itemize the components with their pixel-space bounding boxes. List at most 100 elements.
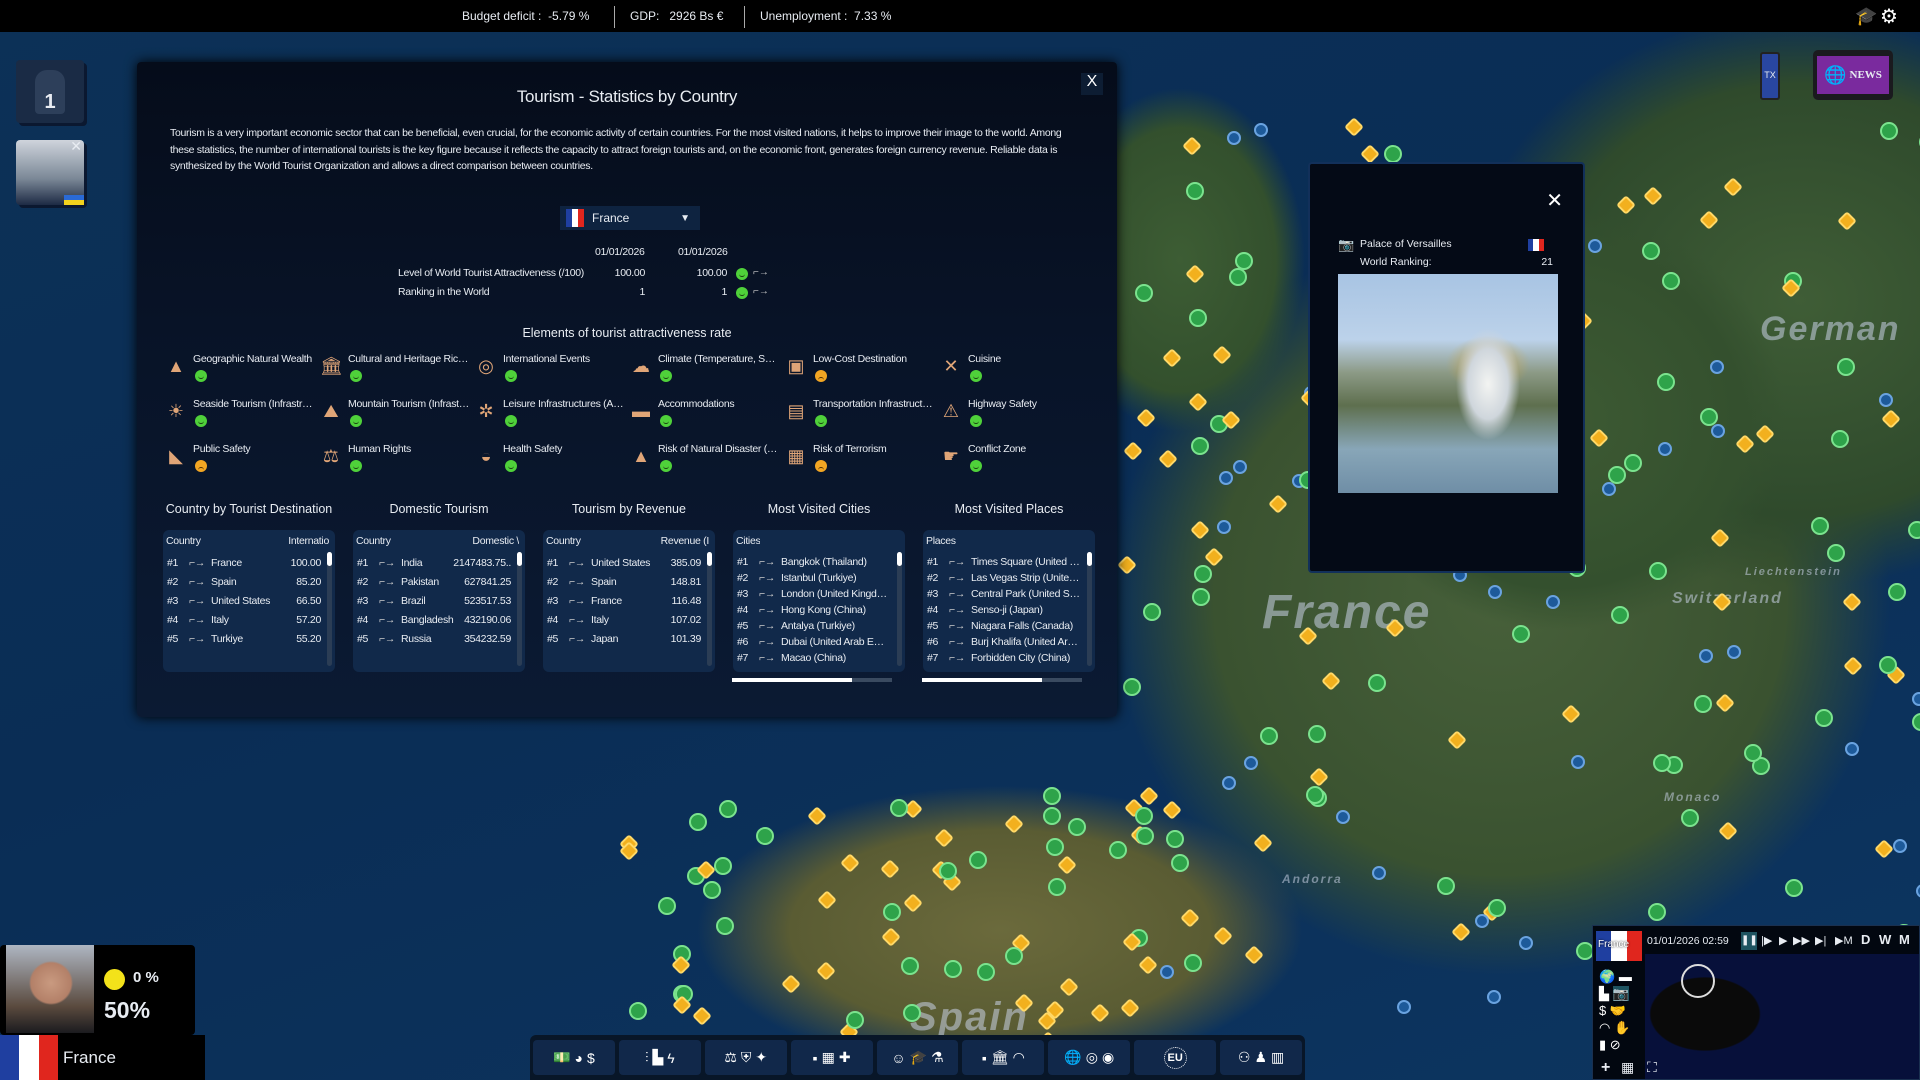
map-marker-icon[interactable] — [1321, 670, 1342, 691]
map-marker-icon[interactable] — [839, 852, 860, 873]
map-marker-icon[interactable] — [1384, 144, 1403, 163]
map-marker-icon[interactable] — [1710, 527, 1731, 548]
research-icon[interactable]: ⚗ — [931, 1049, 944, 1065]
gear-icon[interactable]: ⚙ — [1880, 6, 1898, 28]
hand-icon[interactable]: ✋ — [1613, 1020, 1631, 1035]
map-marker-icon[interactable] — [1117, 555, 1138, 576]
map-marker-icon[interactable] — [1219, 471, 1234, 486]
column-header[interactable]: Domestic \ — [472, 535, 519, 547]
map-marker-icon[interactable] — [1138, 786, 1159, 807]
map-marker-icon[interactable] — [1260, 726, 1279, 745]
map-marker-icon[interactable] — [1235, 252, 1254, 271]
map-marker-icon[interactable] — [1042, 786, 1061, 805]
map-marker-icon[interactable] — [1642, 242, 1661, 261]
map-marker-icon[interactable] — [1699, 649, 1714, 664]
map-marker-icon[interactable] — [934, 828, 955, 849]
map-marker-icon[interactable] — [1306, 785, 1325, 804]
housing-icon[interactable]: ▦ — [821, 1049, 835, 1065]
map-marker-icon[interactable] — [1134, 807, 1153, 826]
map-marker-icon[interactable] — [1843, 656, 1864, 677]
table-row[interactable]: #1 ⌐→ Bangkok (Thailand) — [737, 554, 891, 570]
institutions-icon[interactable]: 🏛 — [990, 1049, 1009, 1065]
map-marker-icon[interactable] — [1652, 754, 1671, 773]
table-row[interactable]: #5 ⌐→ Japan 101.39 — [547, 630, 701, 649]
police-icon[interactable]: ⛨ — [740, 1049, 752, 1065]
map-marker-icon[interactable] — [1136, 408, 1157, 429]
map-marker-icon[interactable] — [1661, 271, 1680, 290]
map-marker-icon[interactable] — [1090, 1003, 1111, 1024]
map-marker-icon[interactable] — [1616, 194, 1637, 215]
map-marker-icon[interactable] — [1268, 494, 1289, 515]
table-row[interactable]: #5 ⌐→ Russia 354232.59 — [357, 630, 511, 649]
media-icon[interactable]: ◠ — [1012, 1049, 1025, 1065]
vertical-scrollbar[interactable] — [327, 552, 332, 666]
map-marker-icon[interactable] — [1648, 562, 1667, 581]
map-marker-icon[interactable] — [1371, 865, 1386, 880]
map-marker-icon[interactable] — [1244, 945, 1265, 966]
map-marker-icon[interactable] — [1194, 565, 1213, 584]
map-marker-icon[interactable] — [1138, 955, 1158, 976]
map-marker-icon[interactable] — [1253, 833, 1273, 854]
close-icon[interactable]: ✕ — [70, 138, 82, 154]
map-marker-icon[interactable] — [780, 974, 801, 995]
globe-layer-icon[interactable]: 🌍 — [1599, 969, 1616, 984]
map-marker-icon[interactable] — [1161, 800, 1182, 821]
map-marker-icon[interactable] — [1722, 177, 1743, 197]
map-marker-icon[interactable] — [1216, 519, 1231, 534]
map-marker-icon[interactable] — [1135, 826, 1154, 845]
toolbar-group-6[interactable]: ▪ 🏛 ◠ — [962, 1040, 1045, 1075]
tx-button[interactable]: TX — [1760, 52, 1780, 100]
map-marker-icon[interactable] — [1344, 117, 1364, 137]
map-marker-icon[interactable] — [807, 806, 828, 827]
minimap-layer-buttons[interactable]: 🌍 ▬ ▙ 📷 $ 🤝 ◠ ✋ ▮ ⊘ — [1599, 968, 1639, 1053]
map-marker-icon[interactable] — [1879, 121, 1898, 140]
toolbar-group-1[interactable]: 💵 ◕ $ — [533, 1040, 615, 1075]
gauge-icon[interactable]: ◠ — [1599, 1020, 1611, 1035]
map-marker-icon[interactable] — [1233, 460, 1248, 474]
map-marker-icon[interactable] — [938, 861, 957, 880]
column-header[interactable]: Cities — [736, 535, 761, 547]
map-marker-icon[interactable] — [1744, 743, 1763, 762]
map-marker-icon[interactable] — [976, 963, 995, 982]
speed-week-button[interactable]: W — [1879, 932, 1892, 947]
crosshair-icon[interactable] — [1681, 964, 1715, 998]
politics-icon[interactable]: ♟ — [1254, 1049, 1268, 1065]
map-marker-icon[interactable] — [1360, 143, 1381, 164]
speed-day-button[interactable]: D — [1861, 932, 1871, 947]
column-header[interactable]: Country — [356, 535, 391, 547]
map-marker-icon[interactable] — [1912, 712, 1920, 731]
map-marker-icon[interactable] — [1162, 348, 1183, 368]
map-marker-icon[interactable] — [815, 961, 836, 982]
map-marker-icon[interactable] — [1188, 309, 1207, 328]
map-marker-icon[interactable] — [816, 890, 837, 910]
play-button[interactable]: ▶ — [1779, 935, 1788, 947]
map-marker-icon[interactable] — [1122, 677, 1141, 696]
table-row[interactable]: #3 ⌐→ France 116.48 — [547, 592, 701, 611]
table-row[interactable]: #4 ⌐→ Hong Kong (China) — [737, 602, 891, 618]
table-row[interactable]: #1 ⌐→ France 100.00 — [167, 554, 321, 573]
agriculture-icon[interactable]: ⫶ — [644, 1049, 649, 1065]
places-horizontal-scrollbar[interactable] — [922, 678, 1082, 682]
map-marker-icon[interactable] — [1830, 430, 1849, 449]
map-marker-icon[interactable] — [1911, 691, 1920, 706]
fit-view-icon[interactable]: ⛶ — [1647, 1059, 1657, 1075]
column-header[interactable]: Country — [546, 535, 581, 547]
map-marker-icon[interactable] — [1715, 693, 1735, 714]
map-marker-icon[interactable] — [1186, 181, 1205, 200]
map-marker-icon[interactable] — [1588, 238, 1603, 253]
map-marker-icon[interactable] — [1109, 840, 1128, 859]
column-header[interactable]: Places — [926, 535, 956, 547]
toolbar-group-4[interactable]: ▪ ▦ ✚ — [790, 1040, 873, 1075]
map-marker-icon[interactable] — [1735, 433, 1756, 454]
table-row[interactable]: #5 ⌐→ Niagara Falls (Canada) — [927, 618, 1081, 634]
map-marker-icon[interactable] — [1571, 755, 1585, 770]
map-marker-icon[interactable] — [1837, 211, 1858, 232]
pause-button[interactable]: ❚❚ — [1741, 932, 1758, 950]
map-marker-icon[interactable] — [1815, 708, 1834, 727]
table-row[interactable]: #2 ⌐→ Istanbul (Turkiye) — [737, 570, 891, 586]
map-marker-icon[interactable] — [902, 1003, 921, 1022]
map-marker-icon[interactable] — [1486, 990, 1501, 1005]
map-marker-icon[interactable] — [1221, 775, 1236, 790]
map-marker-icon[interactable] — [1648, 902, 1667, 921]
table-row[interactable]: #6 ⌐→ Burj Khalifa (United Arab Emirates) — [927, 634, 1081, 650]
